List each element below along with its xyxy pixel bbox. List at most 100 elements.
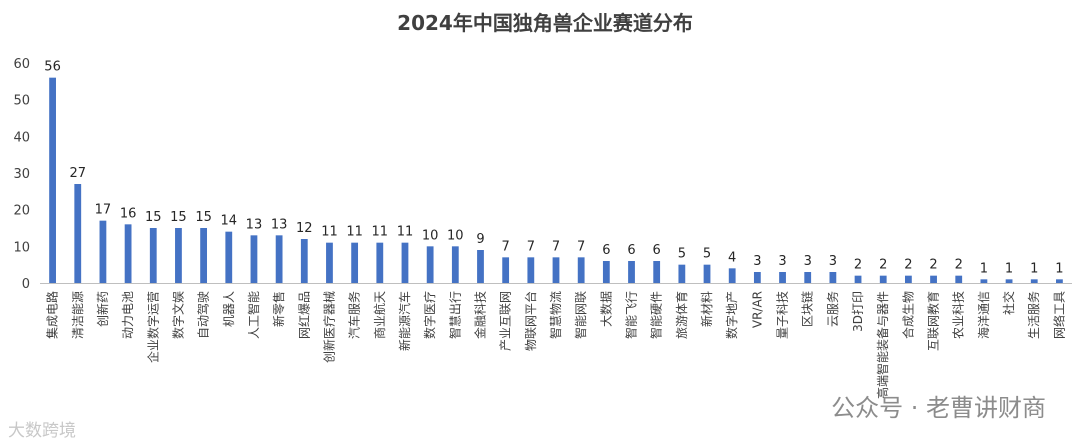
bar: [49, 77, 56, 284]
bar: [753, 272, 761, 283]
bar: [1056, 279, 1063, 283]
category-label: 数字地产: [724, 291, 739, 339]
y-tick-label: 30: [13, 167, 30, 182]
bar-value-label: 15: [145, 210, 162, 225]
category-label: 金融科技: [472, 291, 487, 339]
bar: [829, 272, 837, 283]
bar-value-label: 12: [296, 221, 313, 236]
y-tick-label: 40: [13, 130, 30, 145]
bar: [703, 264, 711, 283]
category-label: 人工智能: [246, 291, 261, 339]
category-label: 数字文娱: [170, 291, 185, 339]
bar-value-label: 11: [346, 225, 363, 240]
bar-value-label: 27: [69, 166, 86, 181]
bar: [653, 261, 661, 283]
bar-value-label: 1: [1055, 261, 1063, 276]
bar: [980, 279, 988, 283]
category-label: 智慧出行: [447, 291, 462, 339]
bar: [955, 275, 963, 283]
bar-value-label: 14: [221, 214, 238, 229]
bar: [175, 228, 182, 283]
category-label: 清洁能源: [71, 291, 85, 339]
bar-value-label: 6: [627, 243, 635, 258]
bar-value-label: 2: [904, 258, 912, 273]
category-label: 区块链: [800, 291, 815, 327]
watermark-left: 大数跨境: [8, 421, 76, 441]
bar: [678, 264, 686, 283]
category-label: 新材料: [699, 291, 714, 327]
category-label: 商业航天: [372, 291, 387, 339]
bar-value-label: 13: [271, 217, 288, 232]
bar: [804, 272, 812, 283]
category-label: 智能网联: [573, 291, 588, 339]
bar: [300, 239, 308, 283]
bar-value-label: 6: [602, 243, 610, 258]
category-label: 社交: [1001, 291, 1016, 315]
category-label: 云服务: [825, 291, 840, 327]
bar-value-label: 15: [195, 210, 212, 225]
bar-value-label: 10: [447, 228, 464, 243]
category-label: 创新药: [95, 291, 110, 327]
category-label: 3D打印: [851, 291, 865, 332]
bar-value-label: 16: [120, 206, 137, 221]
y-tick-label: 60: [13, 57, 30, 72]
bar: [904, 275, 912, 283]
bar: [628, 261, 635, 283]
bar-value-label: 15: [170, 210, 187, 225]
y-tick-label: 50: [13, 94, 30, 109]
category-label: 网红爆品: [296, 291, 311, 339]
bar: [879, 275, 887, 283]
category-label: 合成生物: [900, 291, 915, 339]
bar-value-label: 7: [577, 239, 585, 254]
bar-value-label: 2: [955, 258, 963, 273]
y-axis: 0 10 20 30 40 50 60: [13, 57, 30, 292]
bar-value-label: 4: [728, 250, 736, 265]
category-label: 农业科技: [952, 291, 966, 339]
bar-value-label: 7: [502, 239, 510, 254]
category-label: 汽车服务: [347, 291, 362, 339]
category-label: 创新医疗器械: [321, 291, 336, 363]
category-label: 机器人: [222, 291, 236, 327]
bars: [49, 77, 1063, 284]
bar: [250, 235, 258, 283]
category-label: 企业数字运营: [145, 291, 160, 363]
bar: [477, 250, 484, 283]
category-label: 数字医疗: [422, 291, 437, 339]
bar-value-label: 2: [854, 258, 862, 273]
bar: [1005, 279, 1013, 283]
bar: [275, 235, 283, 283]
category-label: 网络工具: [1051, 291, 1066, 339]
bar: [779, 272, 786, 283]
y-tick-label: 20: [13, 204, 30, 219]
category-label: 海洋通信: [976, 291, 991, 339]
bar: [426, 246, 434, 283]
bar-value-label: 5: [703, 247, 711, 262]
bar-value-label: 11: [321, 225, 338, 240]
bar: [200, 228, 208, 283]
bar: [577, 257, 585, 283]
bar-value-label: 9: [476, 232, 484, 247]
bar-value-label: 1: [980, 261, 988, 276]
bar-value-label: 7: [527, 239, 535, 254]
category-label: 集成电路: [45, 291, 60, 339]
bar: [930, 275, 937, 283]
category-label: 新零售: [271, 291, 286, 327]
y-tick-label: 10: [13, 240, 30, 255]
bar-value-label: 1: [1030, 261, 1038, 276]
bar-value-label: 2: [929, 258, 937, 273]
bar: [602, 261, 610, 283]
category-label: 智慧物流: [548, 291, 563, 339]
category-label: 量子科技: [776, 291, 790, 339]
bar-value-label: 13: [246, 217, 263, 232]
bar: [99, 220, 107, 283]
category-label: 物联网平台: [523, 291, 538, 351]
bar-value-label: 3: [778, 254, 786, 269]
category-label: 智能飞行: [624, 291, 639, 339]
bar-value-label: 6: [653, 243, 661, 258]
category-label: 旅游体育: [674, 291, 689, 339]
bar: [326, 242, 333, 283]
bar-value-label: 5: [678, 247, 686, 262]
bar-value-label: 3: [829, 254, 837, 269]
